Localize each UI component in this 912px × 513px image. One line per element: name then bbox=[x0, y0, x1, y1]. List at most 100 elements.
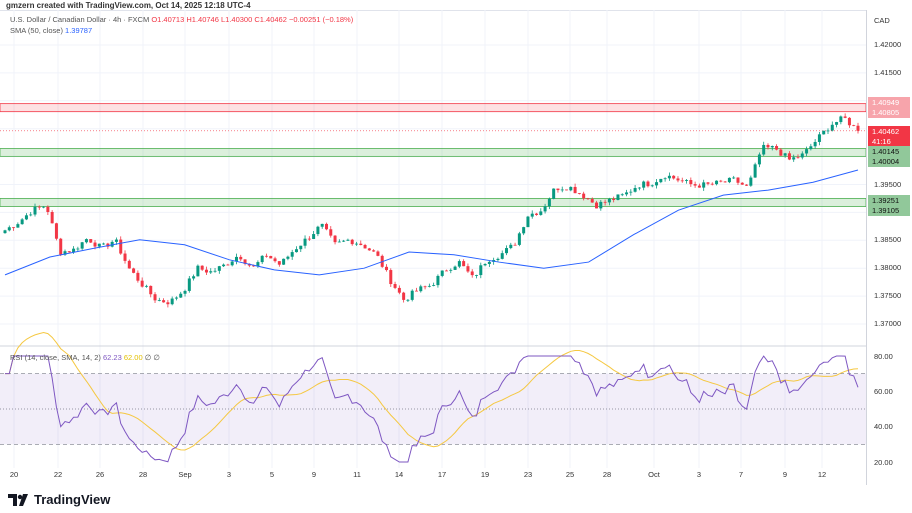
candle-body bbox=[796, 157, 800, 159]
candle-body bbox=[573, 186, 577, 194]
rsi-legend[interactable]: RSI (14, close, SMA, 14, 2) 62.23 62.00 … bbox=[10, 353, 160, 362]
candle-body bbox=[655, 182, 659, 186]
candle-body bbox=[719, 180, 723, 182]
candle-body bbox=[432, 285, 436, 286]
candle-body bbox=[277, 261, 281, 265]
candle-body bbox=[153, 294, 157, 301]
candle-body bbox=[685, 180, 689, 181]
candle-body bbox=[663, 178, 667, 180]
candle-body bbox=[282, 258, 286, 265]
candle-body bbox=[183, 290, 187, 294]
price-axis-label: 1.39500 bbox=[874, 179, 902, 189]
candle-body bbox=[174, 297, 178, 299]
price-axis-label: 1.41500 bbox=[874, 67, 902, 77]
rsi-label: RSI (14, close, SMA, 14, 2) bbox=[10, 353, 101, 362]
candle-body bbox=[234, 256, 238, 262]
candle-body bbox=[466, 266, 470, 272]
candle-body bbox=[329, 229, 333, 236]
candle-body bbox=[453, 266, 457, 270]
candle-body bbox=[37, 206, 41, 208]
symbol-legend: U.S. Dollar / Canadian Dollar · 4h · FXC… bbox=[10, 15, 353, 24]
rsi-sma-value: 62.00 bbox=[123, 353, 143, 362]
price-axis-label: 1.42000 bbox=[874, 40, 902, 49]
candle-body bbox=[616, 194, 620, 200]
candle-body bbox=[792, 157, 796, 160]
candle-body bbox=[839, 116, 843, 123]
candle-body bbox=[852, 125, 856, 127]
rsi-label-40: 40.00 bbox=[874, 422, 893, 431]
candle-body bbox=[114, 239, 118, 242]
candle-body bbox=[427, 285, 431, 287]
price-axis[interactable] bbox=[866, 10, 912, 485]
resistance-low-tag: 1.40805 bbox=[868, 107, 910, 118]
candle-body bbox=[80, 242, 84, 249]
candle-body bbox=[226, 264, 230, 266]
candle-body bbox=[740, 182, 744, 185]
candle-body bbox=[547, 198, 551, 207]
support2-high-tag: 1.39251 bbox=[868, 195, 910, 206]
time-axis-label: 17 bbox=[437, 470, 447, 479]
candle-body bbox=[376, 251, 380, 256]
candle-body bbox=[637, 187, 641, 189]
candle-body bbox=[830, 124, 834, 131]
resistance-high-tag: 1.40949 bbox=[868, 97, 910, 108]
candle-body bbox=[817, 134, 821, 142]
candle-body bbox=[599, 201, 603, 209]
candle-body bbox=[264, 255, 268, 257]
candle-body bbox=[389, 270, 393, 285]
candle-body bbox=[350, 239, 354, 245]
candle-body bbox=[590, 198, 594, 203]
candle-body bbox=[342, 240, 346, 242]
countdown-tag: 41:16 bbox=[868, 136, 910, 147]
candle-body bbox=[29, 214, 33, 216]
candle-body bbox=[217, 266, 221, 271]
candle-body bbox=[354, 243, 358, 245]
price-axis-label: 1.37500 bbox=[874, 291, 902, 301]
candle-body bbox=[316, 226, 320, 235]
ohlc-high: H1.40746 bbox=[186, 15, 219, 24]
sma-legend[interactable]: SMA (50, close) 1.39787 bbox=[10, 26, 92, 35]
candle-body bbox=[273, 258, 277, 262]
candle-body bbox=[123, 253, 127, 261]
candle-body bbox=[3, 230, 7, 234]
time-axis-label: 14 bbox=[394, 470, 404, 479]
candle-body bbox=[89, 239, 93, 243]
candle-body bbox=[119, 239, 123, 254]
candle-body bbox=[50, 212, 54, 224]
candle-body bbox=[140, 280, 144, 287]
candle-body bbox=[565, 189, 569, 191]
symbol-title: U.S. Dollar / Canadian Dollar · 4h · FXC… bbox=[10, 15, 150, 24]
candle-body bbox=[805, 149, 809, 154]
candle-body bbox=[702, 182, 706, 188]
candle-body bbox=[530, 213, 534, 217]
candle-body bbox=[603, 201, 607, 203]
chart-pane[interactable] bbox=[0, 10, 866, 486]
chart-canvas[interactable] bbox=[0, 0, 866, 485]
candle-body bbox=[569, 186, 573, 191]
candle-body bbox=[256, 262, 260, 267]
tradingview-logo[interactable]: TradingView bbox=[8, 492, 110, 507]
candle-body bbox=[54, 223, 58, 239]
tradingview-logo-icon bbox=[8, 493, 28, 506]
candle-body bbox=[384, 266, 388, 271]
rsi-value: 62.23 bbox=[102, 353, 122, 362]
candle-body bbox=[7, 227, 11, 231]
candle-body bbox=[346, 239, 350, 241]
candle-body bbox=[479, 265, 483, 276]
sma-value: 1.39787 bbox=[65, 26, 93, 35]
candle-body bbox=[522, 227, 526, 234]
resistance-zone bbox=[0, 103, 866, 113]
candle-body bbox=[192, 276, 196, 279]
currency-label: CAD bbox=[874, 16, 890, 25]
support-zone bbox=[0, 197, 866, 207]
time-axis-label: 20 bbox=[9, 470, 19, 479]
ohlc-open: O1.40713 bbox=[151, 15, 185, 24]
candle-body bbox=[414, 290, 418, 292]
candle-body bbox=[783, 153, 787, 156]
candle-body bbox=[187, 278, 191, 291]
ohlc-change: −0.00251 (−0.18%) bbox=[289, 15, 354, 24]
candle-body bbox=[299, 245, 303, 250]
candle-body bbox=[727, 177, 731, 183]
candle-body bbox=[629, 191, 633, 193]
candle-body bbox=[213, 270, 217, 272]
